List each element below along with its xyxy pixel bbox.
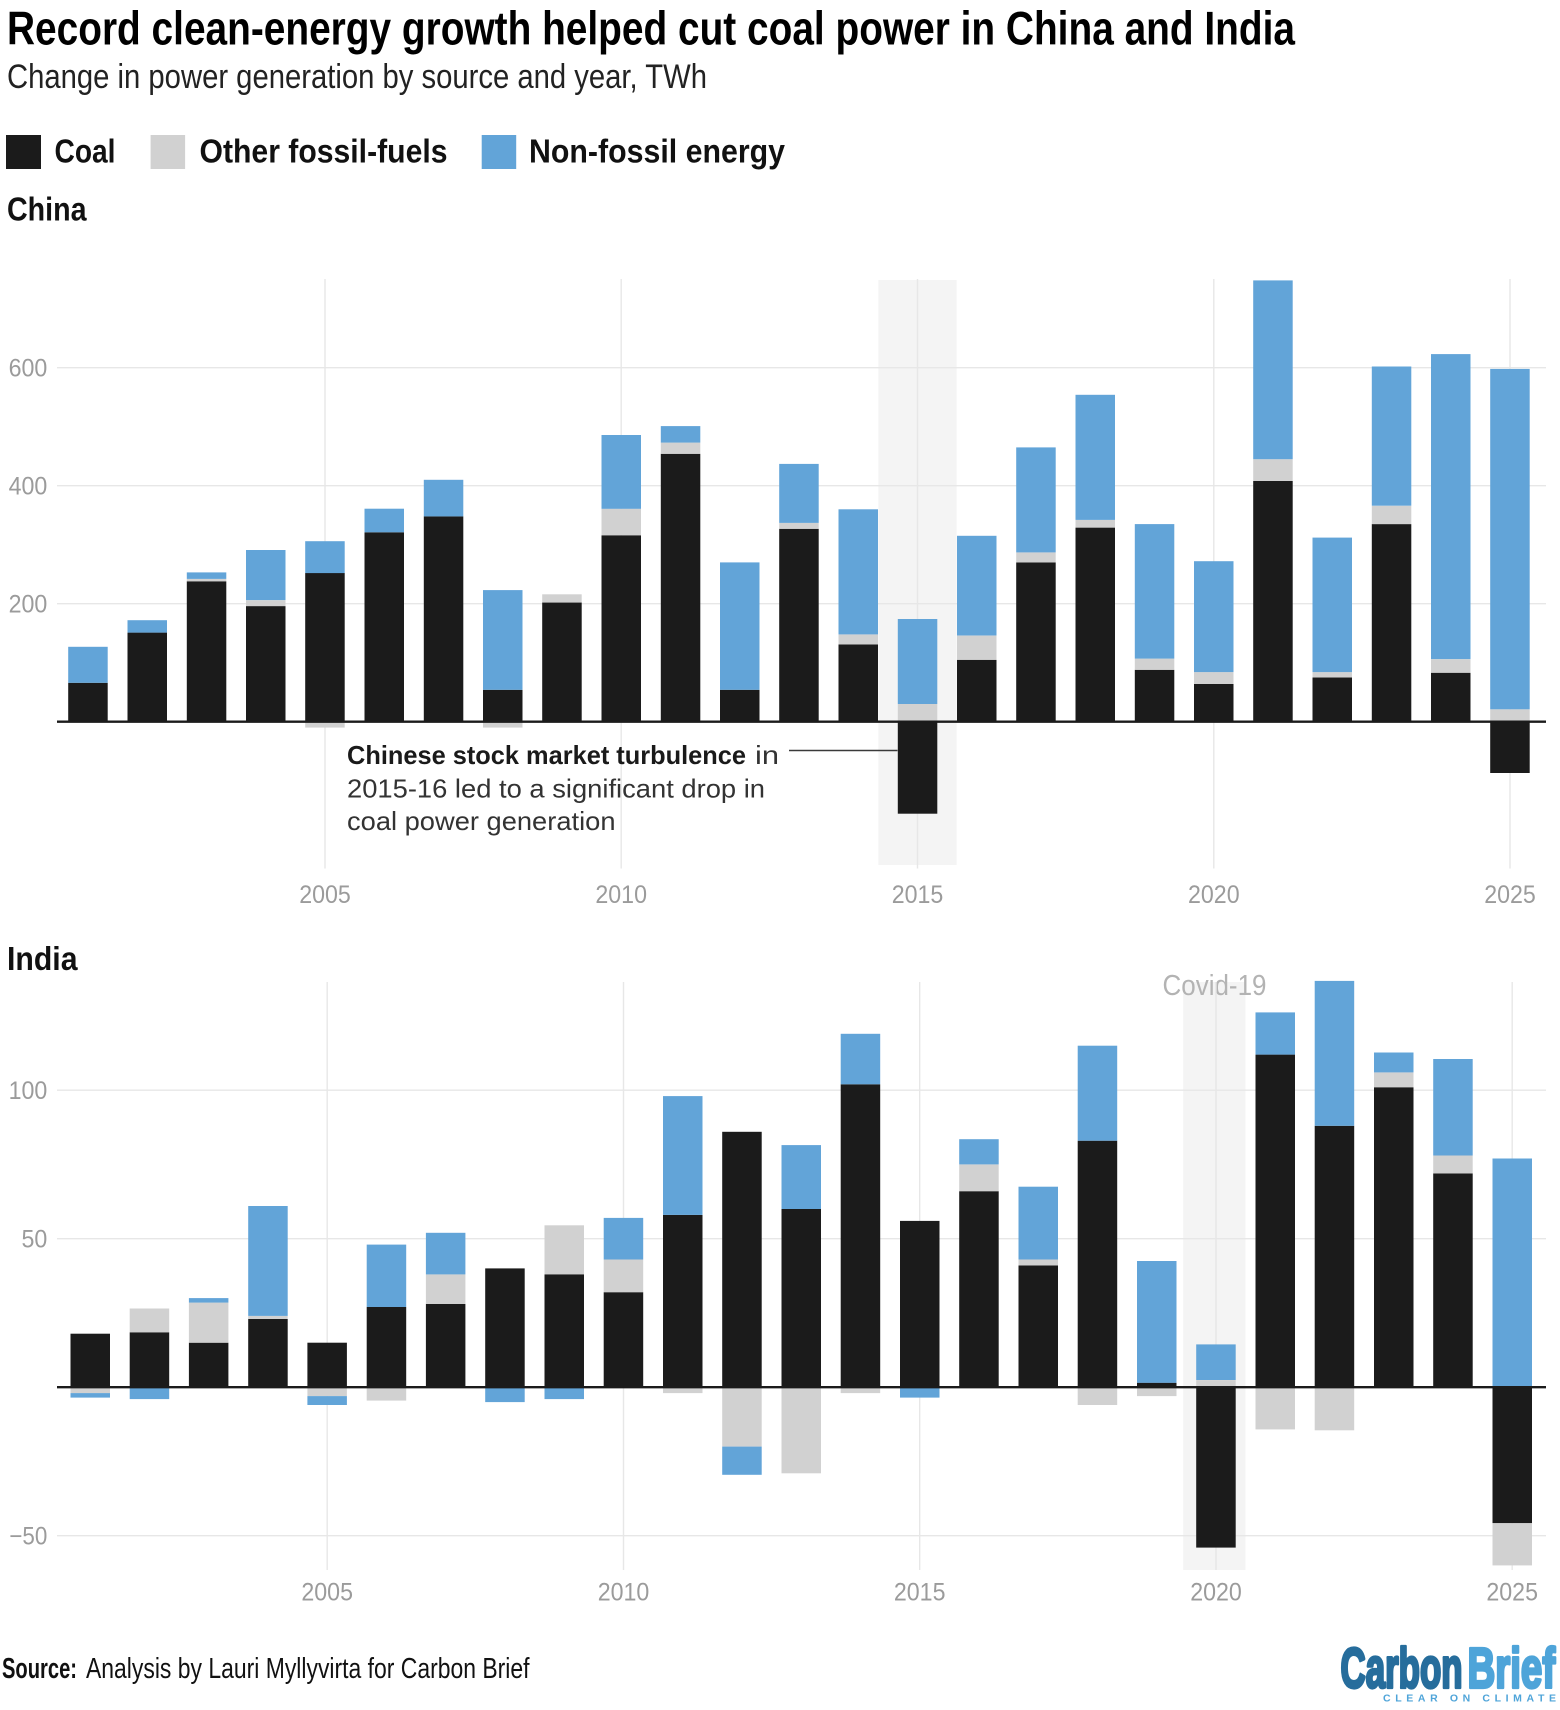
svg-text:Carbon: Carbon — [1341, 1637, 1463, 1701]
svg-text:CLEAR ON CLIMATE: CLEAR ON CLIMATE — [1383, 1693, 1556, 1705]
svg-text:Source:: Source: — [2, 1653, 77, 1685]
svg-text:2010: 2010 — [598, 1579, 650, 1607]
svg-text:2015: 2015 — [894, 1579, 946, 1607]
svg-text:2010: 2010 — [595, 881, 647, 909]
svg-text:Non-fossil energy: Non-fossil energy — [529, 133, 786, 170]
svg-text:China: China — [7, 191, 87, 228]
svg-text:200: 200 — [9, 591, 48, 619]
svg-text:Record clean-energy growth hel: Record clean-energy growth helped cut co… — [7, 3, 1295, 56]
svg-text:2020: 2020 — [1188, 881, 1240, 909]
svg-text:50: 50 — [22, 1226, 48, 1254]
svg-text:coal power generation: coal power generation — [347, 806, 616, 836]
svg-text:400: 400 — [9, 473, 48, 501]
svg-text:2005: 2005 — [301, 1579, 353, 1607]
svg-text:Covid-19: Covid-19 — [1163, 970, 1267, 1002]
svg-text:Other fossil-fuels: Other fossil-fuels — [200, 133, 448, 170]
svg-text:Coal: Coal — [55, 133, 116, 170]
svg-text:600: 600 — [9, 355, 48, 383]
svg-text:2005: 2005 — [299, 881, 351, 909]
svg-text:Chinese stock market turbulenc: Chinese stock market turbulence — [347, 740, 746, 770]
svg-text:in: in — [755, 740, 779, 770]
svg-text:2015: 2015 — [892, 881, 944, 909]
svg-text:2025: 2025 — [1484, 881, 1536, 909]
svg-text:2025: 2025 — [1486, 1579, 1538, 1607]
svg-text:100: 100 — [9, 1077, 48, 1105]
svg-text:India: India — [7, 940, 78, 977]
svg-text:2015-16 led to a significant d: 2015-16 led to a significant drop in — [347, 774, 765, 804]
svg-text:Analysis by Lauri Myllyvirta f: Analysis by Lauri Myllyvirta for Carbon … — [86, 1653, 530, 1685]
svg-text:2020: 2020 — [1190, 1579, 1242, 1607]
svg-text:−50: −50 — [9, 1523, 47, 1551]
svg-text:Brief: Brief — [1468, 1637, 1556, 1700]
svg-text:Change in power generation by: Change in power generation by source and… — [7, 58, 707, 96]
